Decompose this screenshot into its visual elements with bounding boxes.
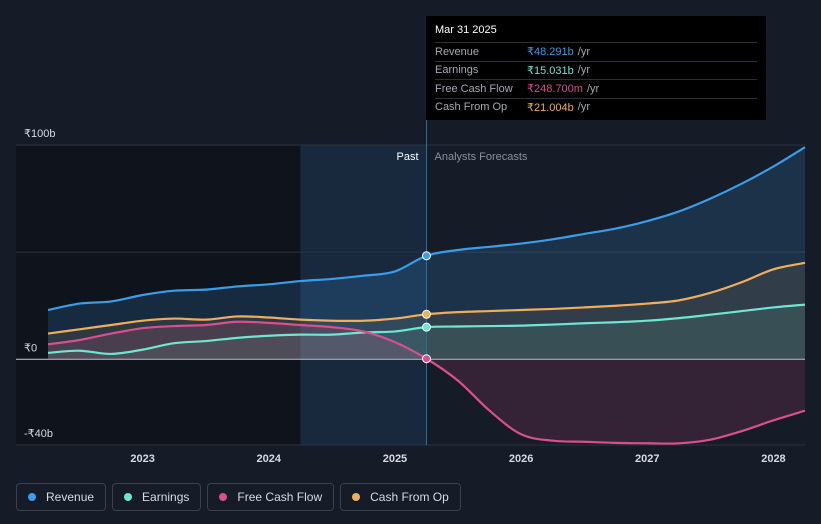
y-tick-label: ₹100b xyxy=(24,128,55,140)
highlight-band xyxy=(300,145,427,445)
y-tick-label: ₹0 xyxy=(24,342,37,354)
tooltip-date: Mar 31 2025 xyxy=(435,24,497,36)
tooltip-row-earnings: Earnings ₹15.031b /yr xyxy=(435,60,757,80)
legend-item-revenue[interactable]: Revenue xyxy=(16,483,107,511)
x-tick-label: 2023 xyxy=(130,453,154,465)
tooltip-row-free-cash-flow: Free Cash Flow ₹248.700m /yr xyxy=(435,79,757,98)
x-tick-label: 2028 xyxy=(761,453,785,465)
legend-label: Cash From Op xyxy=(370,490,449,504)
y-tick-labels: ₹100b ₹0 -₹40b xyxy=(24,128,55,440)
past-shade xyxy=(16,145,301,445)
legend-dot-icon xyxy=(124,493,133,501)
marker-revenue xyxy=(422,251,431,261)
tooltip-label: Earnings xyxy=(435,64,479,77)
legend-dot-icon xyxy=(352,493,361,501)
legend-item-free-cash-flow[interactable]: Free Cash Flow xyxy=(207,483,335,511)
tooltip-label: Revenue xyxy=(435,45,480,58)
tooltip-label: Cash From Op xyxy=(435,101,508,114)
area-free-cash-flow xyxy=(48,321,805,444)
tooltip-unit: /yr xyxy=(577,64,590,77)
tooltip-unit: /yr xyxy=(577,101,590,114)
marker-earnings xyxy=(422,322,431,332)
marker-free-cash-flow xyxy=(422,354,431,364)
tooltip-value: ₹48.291b xyxy=(527,46,574,59)
legend-dot-icon xyxy=(219,493,228,501)
legend-item-earnings[interactable]: Earnings xyxy=(112,483,202,511)
x-tick-label: 2026 xyxy=(509,453,533,465)
area-cash-from-op xyxy=(48,262,805,360)
legend-label: Free Cash Flow xyxy=(237,490,323,504)
gridlines xyxy=(16,144,805,446)
legend-item-cash-from-op[interactable]: Cash From Op xyxy=(340,483,461,511)
series-markers xyxy=(422,251,431,364)
tooltip-unit: /yr xyxy=(577,45,590,58)
x-tick-label: 2027 xyxy=(635,453,659,465)
tooltip-label: Free Cash Flow xyxy=(435,82,513,95)
tooltip-value: ₹15.031b xyxy=(527,64,574,77)
forecast-label: Analysts Forecasts xyxy=(435,151,528,163)
x-tick-label: 2024 xyxy=(257,453,282,465)
x-tick-label: 2025 xyxy=(383,453,407,465)
past-label: Past xyxy=(396,151,418,163)
tooltip-row-cash-from-op: Cash From Op ₹21.004b /yr xyxy=(435,97,757,117)
marker-cash-from-op xyxy=(422,309,431,319)
legend-dot-icon xyxy=(28,493,36,501)
tooltip-row-revenue: Revenue ₹48.291b /yr xyxy=(435,42,757,61)
tooltip-value: ₹21.004b xyxy=(527,101,574,114)
y-tick-label: -₹40b xyxy=(24,428,53,440)
legend: Revenue Earnings Free Cash Flow Cash Fro… xyxy=(16,483,461,511)
tooltip: Mar 31 2025 Revenue ₹48.291b /yr Earning… xyxy=(426,16,766,120)
legend-label: Revenue xyxy=(46,490,95,504)
tooltip-unit: /yr xyxy=(586,82,600,95)
legend-label: Earnings xyxy=(142,490,190,504)
x-tick-labels: 2023 2024 2025 2026 2027 2028 xyxy=(130,453,785,465)
tooltip-value: ₹248.700m xyxy=(527,83,583,96)
